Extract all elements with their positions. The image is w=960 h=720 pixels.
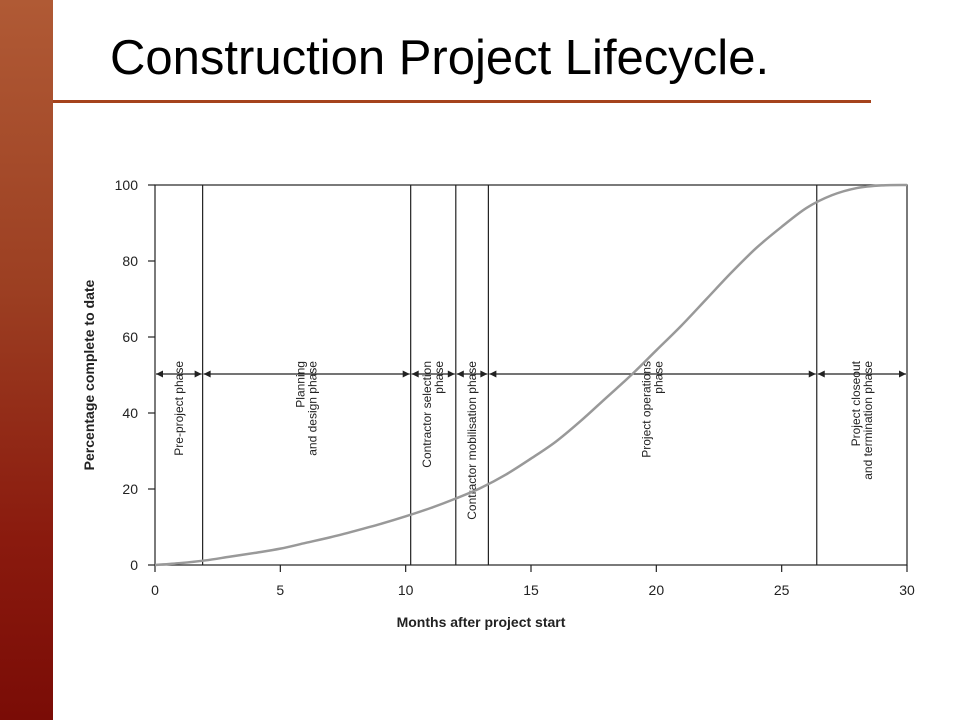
phase-label: Pre-project phase xyxy=(172,361,186,456)
plot-frame xyxy=(154,184,908,566)
phase-label: Contractor mobilisation phase xyxy=(465,361,479,520)
x-tick-label: 25 xyxy=(774,582,790,598)
x-tick-label: 30 xyxy=(899,582,915,598)
y-tick-label: 20 xyxy=(122,481,138,497)
y-tick-label: 100 xyxy=(115,177,139,193)
y-axis-title: Percentage complete to date xyxy=(81,279,97,470)
y-tick-label: 0 xyxy=(130,557,138,573)
y-tick-label: 60 xyxy=(122,329,138,345)
phase-label: Contractor selection xyxy=(420,361,434,468)
phase-label: Planning xyxy=(294,361,308,408)
phase-label: Project closeout xyxy=(849,360,863,446)
progress-s-curve xyxy=(154,183,908,567)
slide-sidebar-band xyxy=(0,0,53,720)
title-underline xyxy=(53,100,871,103)
x-tick-label: 5 xyxy=(276,582,284,598)
y-tick-label: 40 xyxy=(122,405,138,421)
x-tick-label: 10 xyxy=(398,582,414,598)
x-tick-label: 20 xyxy=(649,582,665,598)
phase-label: and design phase xyxy=(306,361,320,456)
phase-label: phase xyxy=(652,361,666,394)
slide-title: Construction Project Lifecycle. xyxy=(110,31,770,85)
phase-label: phase xyxy=(432,361,446,394)
x-tick-label: 0 xyxy=(151,582,159,598)
y-tick-label: 80 xyxy=(122,253,138,269)
x-axis-title: Months after project start xyxy=(397,614,566,630)
phase-label: Project operations xyxy=(640,361,654,458)
x-tick-label: 15 xyxy=(523,582,539,598)
phase-label: and termination phase xyxy=(861,361,875,480)
